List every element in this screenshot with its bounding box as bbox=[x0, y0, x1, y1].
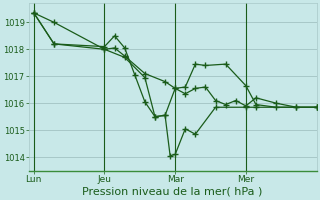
X-axis label: Pression niveau de la mer( hPa ): Pression niveau de la mer( hPa ) bbox=[83, 187, 263, 197]
